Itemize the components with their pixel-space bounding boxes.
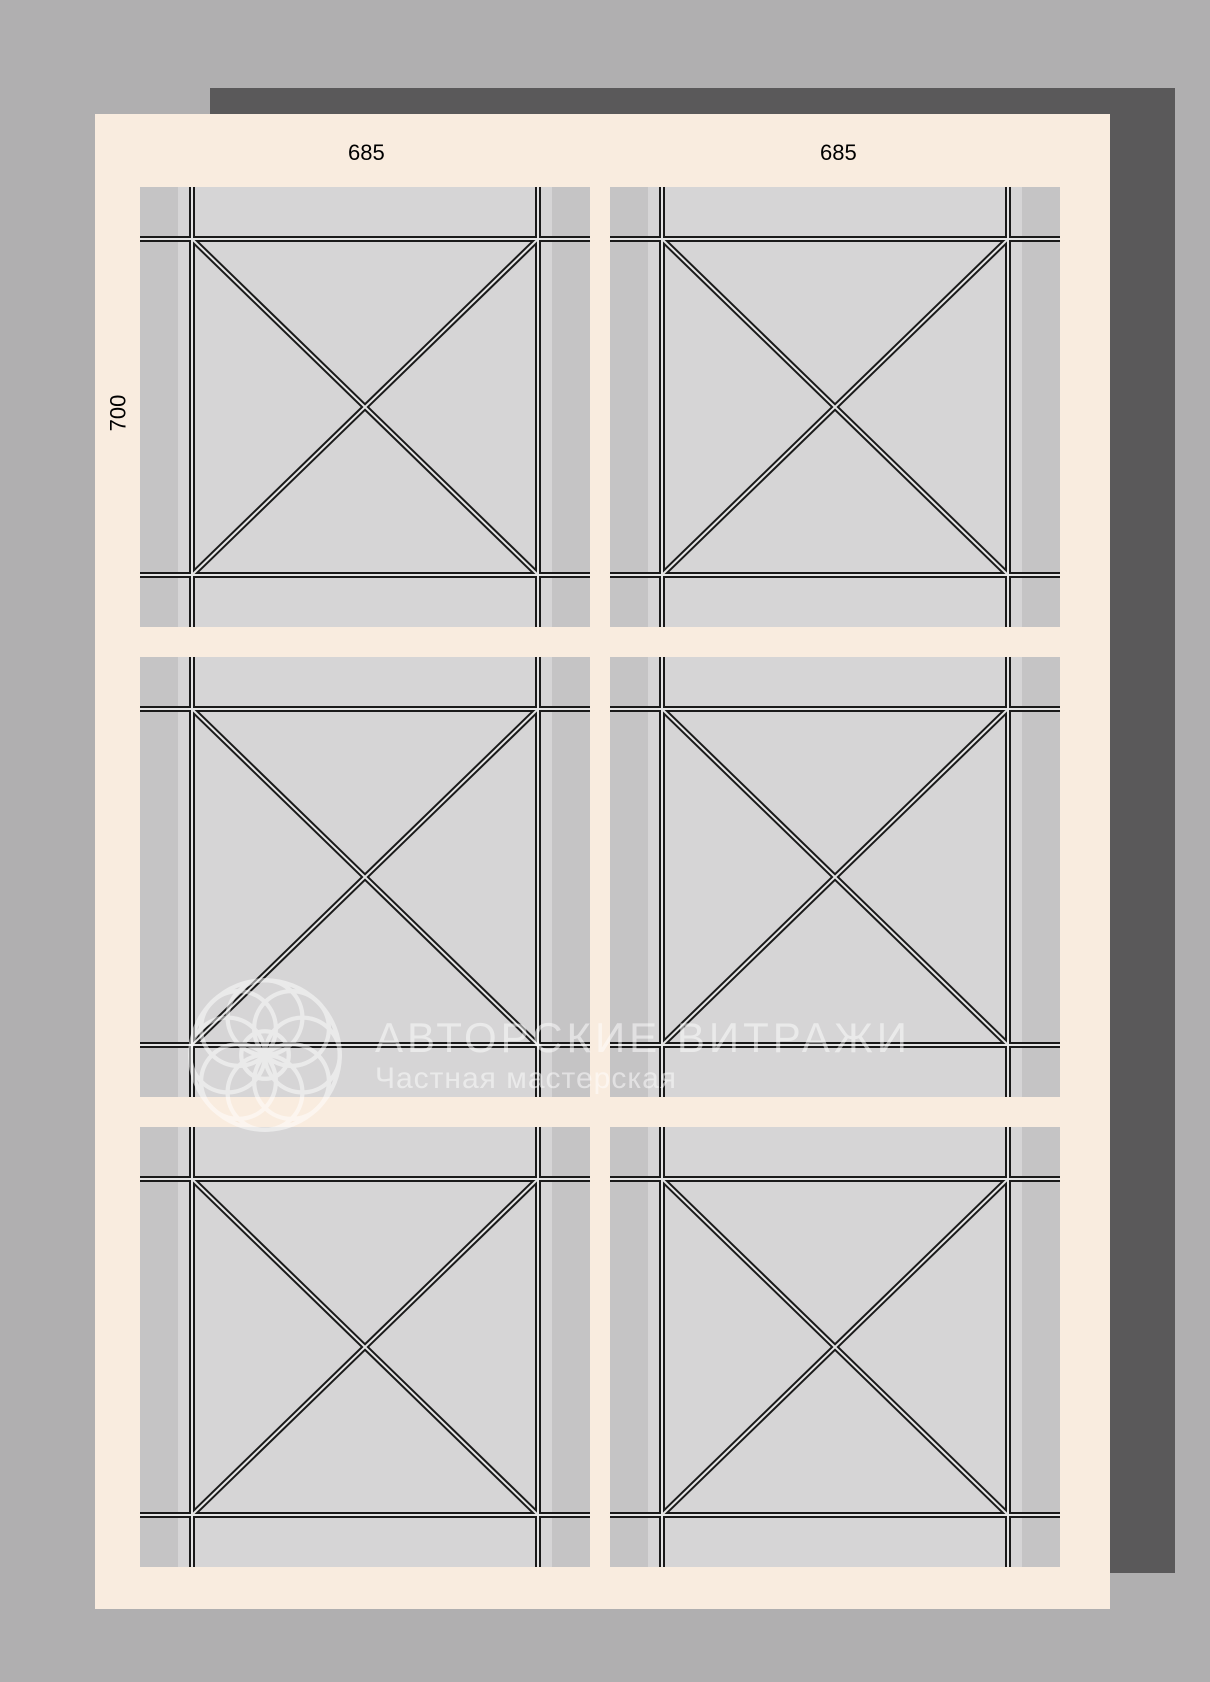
pane-slot	[600, 172, 1070, 642]
dim-col1: 685	[348, 140, 385, 166]
glass-pane	[610, 1127, 1060, 1567]
pane-column-2	[600, 172, 1070, 1582]
glass-pane	[140, 1127, 590, 1567]
dim-col2: 685	[820, 140, 857, 166]
watermark-title: АВТОРСКИЕ ВИТРАЖИ	[375, 1014, 911, 1062]
pane-grid	[130, 172, 1070, 1582]
dim-row: 700	[105, 395, 131, 432]
pane-slot	[130, 172, 600, 642]
diagram-canvas: 685 685 700	[0, 0, 1210, 1682]
watermark-logo-icon	[180, 970, 350, 1140]
watermark-subtitle: Частная мастерская	[375, 1062, 911, 1096]
watermark: АВТОРСКИЕ ВИТРАЖИ Частная мастерская	[180, 970, 911, 1140]
pane-slot	[130, 1112, 600, 1582]
glass-pane	[140, 187, 590, 627]
watermark-text: АВТОРСКИЕ ВИТРАЖИ Частная мастерская	[375, 1014, 911, 1096]
glass-pane	[610, 187, 1060, 627]
pane-slot	[600, 1112, 1070, 1582]
pane-column-1	[130, 172, 600, 1582]
